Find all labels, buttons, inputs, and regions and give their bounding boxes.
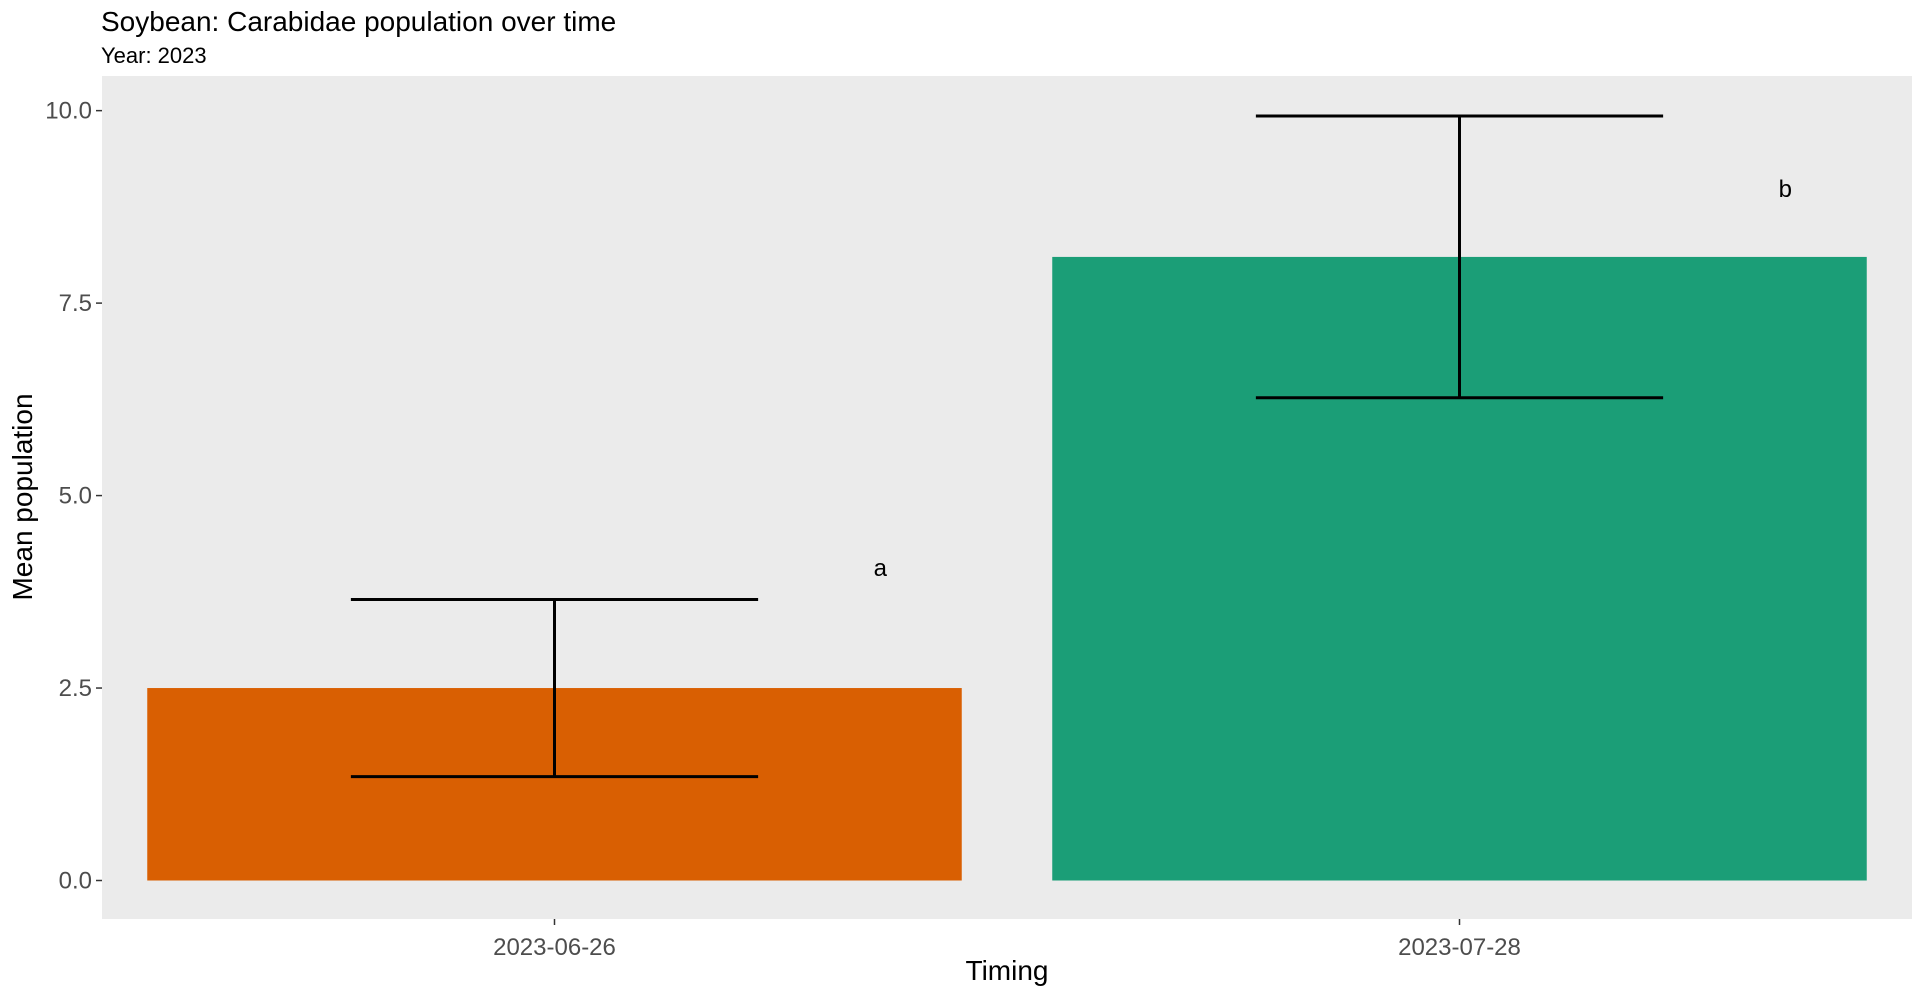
y-tick-label-2.5: 2.5 [59,675,92,702]
x-axis-title: Timing [966,955,1049,986]
chart-subtitle: Year: 2023 [101,43,207,68]
significance-labels-layer: ab [874,176,1792,582]
x-tick-label-2023-06-26: 2023-06-26 [493,934,616,961]
x-axis: 2023-06-26 2023-07-28 [493,919,1521,961]
y-axis-title: Mean population [7,393,38,600]
y-tick-label-7.5: 7.5 [59,290,92,317]
y-axis: 0.0 2.5 5.0 7.5 10.0 [45,98,102,895]
errorbars-layer [350,114,1664,779]
bars-layer [147,256,1867,881]
y-tick-label-10.0: 10.0 [45,98,92,125]
x-tick-label-2023-07-28: 2023-07-28 [1398,934,1521,961]
significance-label-a: a [874,555,888,582]
chart-title: Soybean: Carabidae population over time [101,6,616,37]
significance-label-b: b [1779,176,1792,203]
y-tick-label-5.0: 5.0 [59,483,92,510]
y-tick-label-0.0: 0.0 [59,868,92,895]
